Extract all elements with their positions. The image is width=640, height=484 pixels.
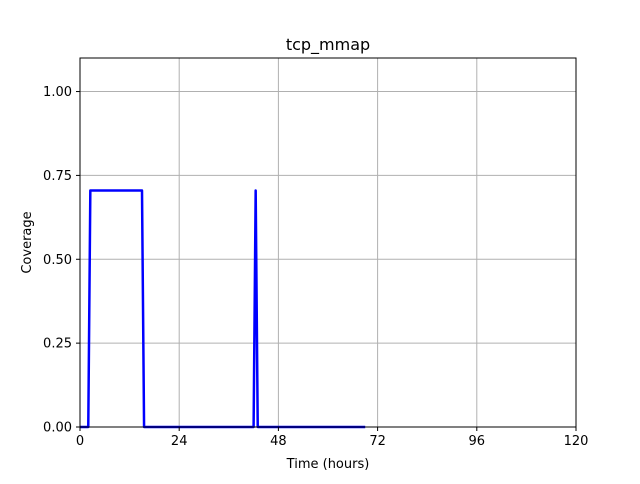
y-tick-label: 0.75 (43, 169, 72, 184)
x-axis-title: Time (hours) (286, 457, 370, 472)
x-tick-label: 0 (76, 434, 84, 449)
x-tick-label: 48 (270, 434, 287, 449)
y-tick-label: 0.25 (43, 337, 72, 352)
x-tick-label: 96 (469, 434, 486, 449)
y-tick-label: 1.00 (43, 85, 72, 100)
plot-frame (79, 57, 577, 428)
x-tick-label: 24 (171, 434, 188, 449)
tick-layer: 0 24 48 72 96 120 0.00 0.25 0.50 0.75 1.00 (43, 85, 588, 449)
y-tick-label: 0.50 (43, 253, 72, 268)
x-tick-label: 72 (369, 434, 386, 449)
y-tick-label: 0.00 (43, 421, 72, 436)
y-axis-title: Coverage (20, 211, 35, 273)
chart-title: tcp_mmap (286, 35, 370, 55)
x-tick-label: 120 (564, 434, 589, 449)
